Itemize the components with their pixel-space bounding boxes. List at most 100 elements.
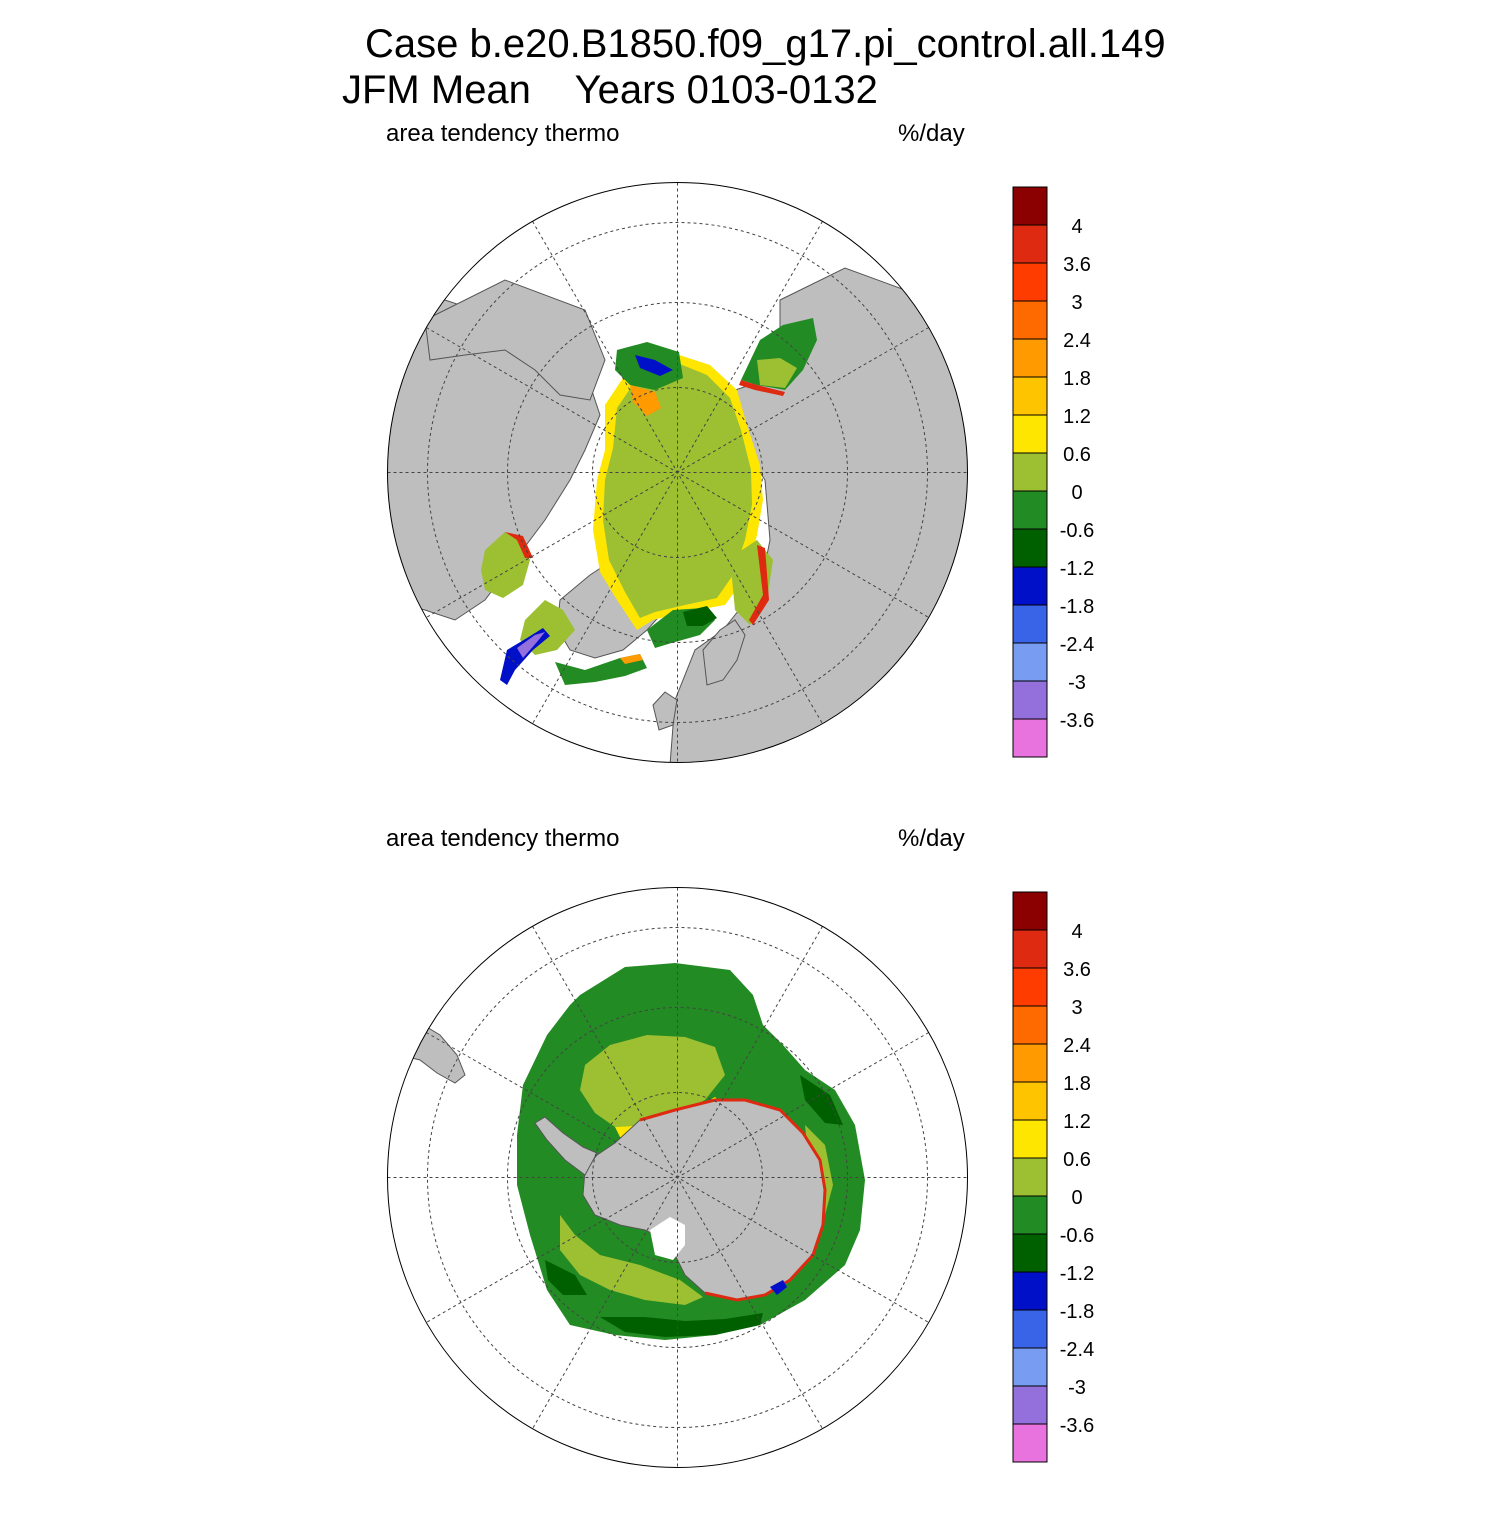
labrador-purple-band — [517, 632, 545, 658]
colorbar-swatch — [1012, 680, 1048, 720]
colorbar-tick-label: 3.6 — [1063, 959, 1091, 981]
colorbar-tick-label: -0.6 — [1060, 1225, 1094, 1247]
colorbar-tick-label: -1.8 — [1060, 1301, 1094, 1323]
colorbar-swatch — [1012, 452, 1048, 492]
colorbar-swatch — [1012, 642, 1048, 682]
colorbar-swatch — [1012, 1347, 1048, 1387]
scandinavia — [702, 619, 746, 686]
colorbar-swatch — [1012, 262, 1048, 302]
colorbar-tick-label: 3.6 — [1063, 254, 1091, 276]
colorbar-swatch — [1012, 1157, 1048, 1197]
colorbar-tick-label: 1.8 — [1063, 1073, 1091, 1095]
colorbar-tick-label: 2.4 — [1063, 330, 1091, 352]
colorbar-swatch — [1012, 528, 1048, 568]
south-polar-map — [387, 887, 968, 1468]
colorbar-tick-label: -3.6 — [1060, 1415, 1094, 1437]
colorbar-swatch — [1012, 891, 1048, 931]
ross-ice-shelf — [650, 1217, 685, 1260]
south-panel: area tendency thermo %/day — [0, 815, 1500, 1520]
colorbar-swatch — [1012, 1271, 1048, 1311]
colorbar-tick-label: -1.8 — [1060, 596, 1094, 618]
british-isles — [652, 691, 678, 731]
south-graticule — [387, 887, 968, 1468]
antarctic-coast-edge — [639, 1098, 827, 1302]
south-colorbar-swatches — [1012, 891, 1048, 1463]
bering-ice-edge — [630, 385, 661, 416]
south-units-label: %/day — [898, 825, 965, 852]
north-variable-label: area tendency thermo — [386, 120, 620, 147]
colorbar-swatch — [1012, 414, 1048, 454]
colorbar-tick-label: 0 — [1071, 1187, 1082, 1209]
north-graticule — [387, 182, 968, 763]
colorbar-swatch — [1012, 1385, 1048, 1425]
colorbar-swatch — [1012, 566, 1048, 606]
antarctic-peninsula — [534, 1116, 598, 1176]
colorbar-tick-label: 4 — [1071, 921, 1082, 943]
bering-blue-patch — [635, 355, 673, 376]
colorbar-swatch — [1012, 376, 1048, 416]
colorbar-tick-label: 3 — [1071, 997, 1082, 1019]
greenland-east-edge — [620, 654, 643, 664]
colorbar-tick-label: -0.6 — [1060, 520, 1094, 542]
colorbar-tick-label: 0 — [1071, 482, 1082, 504]
colorbar-swatch — [1012, 1195, 1048, 1235]
north-units-label: %/day — [898, 120, 965, 147]
colorbar-tick-label: 4 — [1071, 216, 1082, 238]
colorbar-swatch — [1012, 224, 1048, 264]
north-sea-ice — [481, 318, 817, 685]
south-variable-label: area tendency thermo — [386, 825, 620, 852]
south-colorbar: 4 3.6 3 2.4 1.8 1.2 0.6 0 -0.6 -1.2 -1.8 -2.4 -3 -3.6 — [1012, 891, 1094, 1463]
colorbar-tick-label: 1.2 — [1063, 406, 1091, 428]
colorbar-swatch — [1012, 300, 1048, 340]
hudson-bay-ice — [481, 532, 530, 598]
colorbar-swatch — [1012, 1233, 1048, 1273]
south-colorbar-labels: 4 3.6 3 2.4 1.8 1.2 0.6 0 -0.6 -1.2 -1.8 -2.4 -3 -3.6 — [1060, 921, 1094, 1437]
north-colorbar-labels: 4 3.6 3 2.4 1.8 1.2 0.6 0 -0.6 -1.2 -1.8 -2.4 -3 -3.6 — [1060, 216, 1094, 732]
colorbar-tick-label: 0.6 — [1063, 444, 1091, 466]
colorbar-tick-label: 2.4 — [1063, 1035, 1091, 1057]
siberia — [424, 279, 606, 401]
amundsen-blue-patch — [770, 1280, 787, 1295]
colorbar-swatch — [1012, 929, 1048, 969]
north-colorbar: 4 3.6 3 2.4 1.8 1.2 0.6 0 -0.6 -1.2 -1.8 -2.4 -3 -3.6 — [1012, 186, 1094, 758]
figure-title-period: JFM Mean Years 0103-0132 — [342, 68, 878, 112]
colorbar-swatch — [1012, 338, 1048, 378]
north-map-border — [387, 182, 968, 763]
north-panel: area tendency thermo %/day — [0, 110, 1500, 815]
colorbar-tick-label: -1.2 — [1060, 1263, 1094, 1285]
colorbar-tick-label: 1.8 — [1063, 368, 1091, 390]
colorbar-tick-label: 0.6 — [1063, 1149, 1091, 1171]
colorbar-swatch — [1012, 1043, 1048, 1083]
colorbar-swatch — [1012, 967, 1048, 1007]
colorbar-tick-label: -1.2 — [1060, 558, 1094, 580]
hudson-bay-edge — [505, 532, 533, 558]
okhotsk-ice-edge — [739, 380, 785, 396]
greenland-sea-strip — [683, 606, 717, 626]
weddell-dark-band — [545, 1260, 587, 1295]
south-map-border — [387, 887, 968, 1468]
colorbar-tick-label: -3.6 — [1060, 710, 1094, 732]
colorbar-swatch — [1012, 186, 1048, 226]
north-polar-map — [387, 182, 968, 763]
colorbar-tick-label: 1.2 — [1063, 1111, 1091, 1133]
figure-title-case: Case b.e20.B1850.f09_g17.pi_control.all.… — [365, 22, 1166, 66]
labrador-blue-band — [500, 628, 550, 685]
colorbar-tick-label: -2.4 — [1060, 634, 1094, 656]
colorbar-swatch — [1012, 1119, 1048, 1159]
colorbar-swatch — [1012, 718, 1048, 758]
colorbar-swatch — [1012, 490, 1048, 530]
north-colorbar-swatches — [1012, 186, 1048, 758]
colorbar-tick-label: 3 — [1071, 292, 1082, 314]
colorbar-tick-label: -2.4 — [1060, 1339, 1094, 1361]
barents-ice-edge — [749, 545, 769, 625]
south-america-tip — [387, 1014, 466, 1084]
colorbar-swatch — [1012, 1005, 1048, 1045]
antarctic-inner-ice — [580, 1035, 725, 1127]
east-antarctic-dark-band — [800, 1075, 843, 1125]
ross-sea-dark-band — [600, 1313, 763, 1337]
ross-sea-inner-ice — [560, 1215, 703, 1305]
colorbar-tick-label: -3 — [1068, 672, 1086, 694]
okhotsk-inner-ice — [757, 358, 797, 388]
colorbar-swatch — [1012, 1423, 1048, 1463]
colorbar-swatch — [1012, 1309, 1048, 1349]
